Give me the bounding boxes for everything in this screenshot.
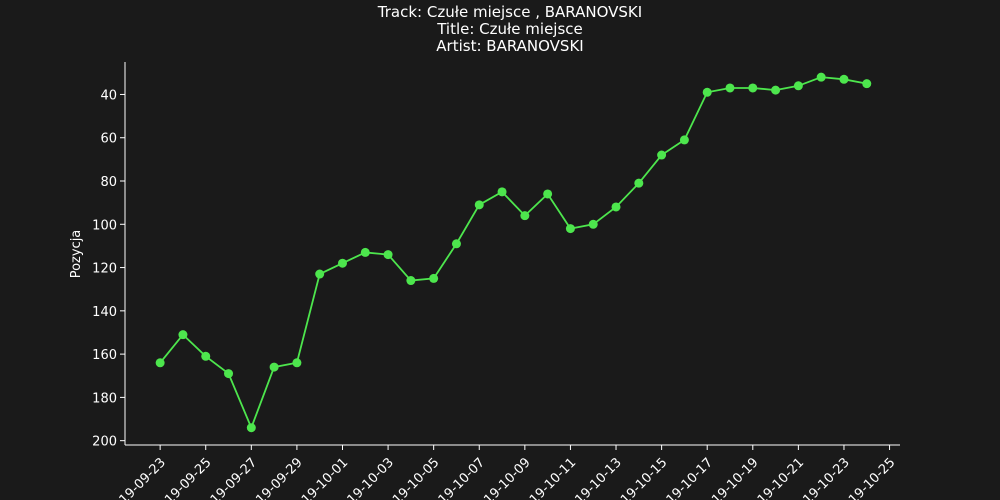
data-point xyxy=(725,83,735,93)
data-point xyxy=(611,202,621,212)
data-point xyxy=(474,200,484,210)
data-point xyxy=(429,273,439,283)
y-tick-label: 80 xyxy=(100,175,117,190)
data-point xyxy=(679,135,689,145)
data-point xyxy=(451,239,461,249)
y-tick-label: 140 xyxy=(92,305,117,320)
data-point xyxy=(862,79,872,89)
data-point xyxy=(315,269,325,279)
data-point xyxy=(497,187,507,197)
data-point xyxy=(383,250,393,260)
chart-title-line: Artist: BARANOVSKI xyxy=(436,37,583,55)
data-point xyxy=(178,330,188,340)
y-axis-label: Pozycja xyxy=(69,230,84,279)
data-point xyxy=(337,258,347,268)
data-point xyxy=(748,83,758,93)
data-point xyxy=(292,358,302,368)
data-point xyxy=(634,178,644,188)
data-point xyxy=(406,276,416,286)
chart-title-line: Title: Czułe miejsce xyxy=(436,20,583,38)
y-tick-label: 120 xyxy=(92,262,117,277)
data-point xyxy=(155,358,165,368)
data-point xyxy=(360,247,370,257)
y-tick-label: 200 xyxy=(92,435,117,450)
data-point xyxy=(657,150,667,160)
data-point xyxy=(839,74,849,84)
data-point xyxy=(793,81,803,91)
data-point xyxy=(565,224,575,234)
data-point xyxy=(771,85,781,95)
series-line xyxy=(159,76,867,431)
data-point xyxy=(588,219,598,229)
y-tick-label: 180 xyxy=(92,391,117,406)
data-point xyxy=(543,189,553,199)
y-tick-label: 160 xyxy=(92,348,117,363)
data-point xyxy=(702,87,712,97)
data-point xyxy=(269,362,279,372)
x-tick-label: 2019-09-23 xyxy=(105,455,169,500)
data-point xyxy=(201,351,211,361)
y-tick-label: 60 xyxy=(100,132,117,147)
data-point xyxy=(246,423,256,433)
data-point xyxy=(224,369,234,379)
data-point xyxy=(816,72,826,82)
data-point xyxy=(520,211,530,221)
y-tick-label: 100 xyxy=(92,218,117,233)
y-tick-label: 40 xyxy=(100,88,117,103)
chart-title-line: Track: Czułe miejsce , BARANOVSKI xyxy=(377,3,642,21)
